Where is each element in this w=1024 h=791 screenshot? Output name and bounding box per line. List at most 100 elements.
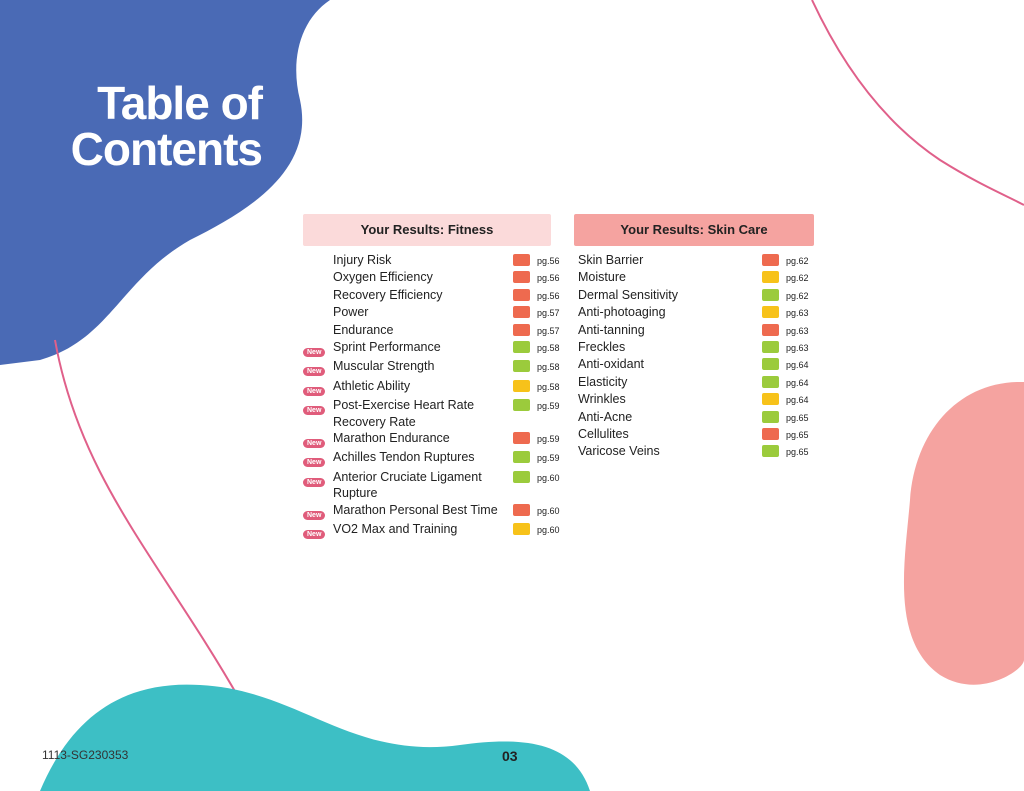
status-indicator bbox=[762, 288, 779, 301]
page-ref: pg.58 bbox=[537, 381, 560, 392]
page-ref: pg.56 bbox=[537, 290, 560, 301]
item-row: Elasticity pg.64 bbox=[574, 374, 814, 391]
section: Your Results: Skin Care Skin Barrier pg.62… bbox=[574, 214, 814, 461]
status-indicator bbox=[513, 432, 530, 445]
item-row: Anti-photoaging pg.63 bbox=[574, 304, 814, 321]
item-row: Anti-oxidant pg.64 bbox=[574, 356, 814, 373]
document-code: 1113-SG230353 bbox=[42, 748, 129, 762]
new-badge: New bbox=[303, 386, 326, 396]
item-row: Moisture pg.62 bbox=[574, 269, 814, 286]
page-ref: pg.63 bbox=[786, 343, 809, 354]
item-row: New Athletic Ability pg.58 bbox=[303, 378, 560, 397]
item-name: Sprint Performance bbox=[333, 340, 441, 355]
page-ref: pg.59 bbox=[537, 453, 560, 464]
item-name: Skin Barrier bbox=[578, 253, 644, 267]
item-name: Cellulites bbox=[578, 427, 629, 442]
status-indicator bbox=[762, 306, 779, 319]
new-badge: New bbox=[303, 439, 326, 449]
item-row: Anti-Acne pg.65 bbox=[574, 409, 814, 426]
page-ref: pg.59 bbox=[537, 401, 560, 412]
item-row: Freckles pg.63 bbox=[574, 339, 814, 356]
page-ref: pg.65 bbox=[786, 430, 809, 441]
section: Your Results: Fitness Injury Risk pg.56 Oxy… bbox=[303, 214, 560, 541]
page-ref: pg.62 bbox=[786, 273, 809, 284]
item-name: Achilles Tendon Ruptures bbox=[333, 450, 475, 465]
status-indicator bbox=[513, 470, 530, 483]
page-ref: pg.63 bbox=[786, 325, 809, 336]
item-row: Recovery Efficiency pg.56 bbox=[303, 287, 560, 304]
item-row: New VO2 Max and Training pg.60 bbox=[303, 521, 560, 540]
new-badge: New bbox=[303, 458, 326, 468]
page-number: 03 bbox=[502, 748, 518, 764]
page-ref: pg.62 bbox=[786, 256, 809, 266]
status-indicator bbox=[762, 323, 779, 336]
item-name: Marathon Endurance bbox=[333, 431, 450, 446]
item-name: Elasticity bbox=[578, 374, 628, 389]
section-heading: Your Results: Fitness bbox=[303, 214, 551, 246]
item-name: Wrinkles bbox=[578, 392, 626, 407]
new-badge: New bbox=[303, 348, 326, 358]
item-row: New Marathon Personal Best Time pg.60 bbox=[303, 502, 560, 521]
item-name: Power bbox=[333, 305, 369, 320]
status-indicator bbox=[762, 428, 779, 441]
item-name: Athletic Ability bbox=[333, 378, 411, 393]
item-row: Dermal Sensitivity pg.62 bbox=[574, 287, 814, 304]
section-heading: Your Results: Skin Care bbox=[574, 214, 814, 246]
item-name: VO2 Max and Training bbox=[333, 522, 458, 537]
status-indicator bbox=[513, 341, 530, 354]
page-ref: pg.60 bbox=[537, 472, 560, 483]
page-ref: pg.57 bbox=[537, 325, 560, 336]
item-name: Moisture bbox=[578, 270, 626, 285]
page-ref: pg.56 bbox=[537, 256, 560, 266]
status-indicator bbox=[762, 254, 779, 266]
new-badge: New bbox=[303, 367, 326, 377]
page-ref: pg.59 bbox=[537, 434, 560, 445]
status-indicator bbox=[513, 288, 530, 301]
page-ref: pg.60 bbox=[537, 505, 560, 516]
item-name: Oxygen Efficiency bbox=[333, 270, 433, 285]
item-name: Post-Exercise Heart Rate Recovery Rate bbox=[333, 398, 475, 429]
new-badge: New bbox=[303, 530, 326, 540]
status-indicator bbox=[762, 341, 779, 354]
item-row: Oxygen Efficiency pg.56 bbox=[303, 269, 560, 286]
status-indicator bbox=[762, 375, 779, 388]
item-row: Skin Barrier pg.62 bbox=[574, 252, 814, 269]
item-row: Injury Risk pg.56 bbox=[303, 252, 560, 269]
item-name: Injury Risk bbox=[333, 253, 392, 267]
item-name: Recovery Efficiency bbox=[333, 287, 443, 302]
item-name: Anti-photoaging bbox=[578, 305, 666, 320]
item-row: Wrinkles pg.64 bbox=[574, 391, 814, 408]
status-indicator bbox=[762, 393, 779, 406]
item-row: New Achilles Tendon Ruptures pg.59 bbox=[303, 449, 560, 468]
new-badge: New bbox=[303, 406, 326, 416]
new-badge: New bbox=[303, 477, 326, 487]
item-row: New Sprint Performance pg.58 bbox=[303, 339, 560, 358]
title-line: Contents bbox=[70, 123, 263, 175]
status-indicator bbox=[513, 306, 530, 319]
item-row: New Muscular Strength pg.58 bbox=[303, 358, 560, 377]
status-indicator bbox=[513, 360, 530, 373]
item-row: Varicose Veins pg.65 bbox=[574, 443, 814, 460]
status-indicator bbox=[513, 523, 530, 536]
new-badge: New bbox=[303, 510, 326, 520]
status-indicator bbox=[513, 323, 530, 336]
status-indicator bbox=[513, 271, 530, 284]
page-ref: pg.64 bbox=[786, 395, 809, 406]
page-ref: pg.62 bbox=[786, 290, 809, 301]
item-list: Injury Risk pg.56 Oxygen Efficiency pg.56 Re… bbox=[303, 246, 560, 541]
page-ref: pg.60 bbox=[537, 525, 560, 536]
page-ref: pg.65 bbox=[786, 412, 809, 423]
page-ref: pg.58 bbox=[537, 343, 560, 354]
status-indicator bbox=[513, 451, 530, 464]
item-name: Marathon Personal Best Time bbox=[333, 502, 498, 517]
item-name: Anti-tanning bbox=[578, 322, 645, 337]
item-name: Anterior Cruciate Ligament Rupture bbox=[333, 469, 482, 501]
status-indicator bbox=[762, 358, 779, 371]
page-ref: pg.56 bbox=[537, 273, 560, 284]
item-row: Endurance pg.57 bbox=[303, 322, 560, 339]
status-indicator bbox=[513, 254, 530, 266]
page-ref: pg.64 bbox=[786, 377, 809, 388]
page-ref: pg.64 bbox=[786, 360, 809, 371]
